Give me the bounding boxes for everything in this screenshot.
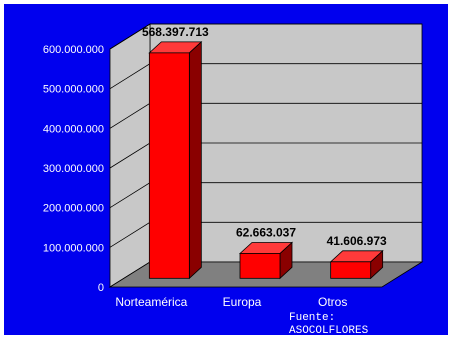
- category-label: Otros: [318, 295, 347, 309]
- category-label: Norteamérica: [115, 295, 187, 309]
- y-axis-ticks: 0 100.000.000 200.000.000 300.000.000 400.00…: [43, 44, 104, 294]
- bar-front: [330, 261, 372, 279]
- bars: [148, 40, 384, 280]
- bar: [238, 241, 294, 280]
- bar-side: [188, 40, 202, 280]
- category-label: Europa: [223, 295, 262, 309]
- bar-front: [239, 253, 281, 279]
- y-tick-label: 300.000.000: [43, 163, 104, 175]
- data-label: 41.606.973: [327, 234, 387, 248]
- y-tick-label: 600.000.000: [43, 44, 104, 56]
- y-tick-label: 200.000.000: [43, 203, 104, 215]
- data-label: 568.397.713: [142, 25, 209, 39]
- source-label: Fuente:: [289, 312, 335, 324]
- y-tick-label: 500.000.000: [43, 84, 104, 96]
- data-labels: 568.397.713 62.663.037 41.606.973: [142, 25, 387, 248]
- bar: [329, 249, 384, 280]
- y-tick-label: 0: [98, 282, 104, 294]
- y-tick-label: 400.000.000: [43, 123, 104, 135]
- y-tick-label: 100.000.000: [43, 242, 104, 254]
- category-labels: Norteamérica Europa Otros: [115, 295, 347, 309]
- data-label: 62.663.037: [236, 225, 296, 239]
- source-value: ASOCOLFLORES: [289, 325, 369, 337]
- gridline: [109, 23, 422, 50]
- bar-front: [148, 52, 190, 279]
- bar: [148, 40, 203, 280]
